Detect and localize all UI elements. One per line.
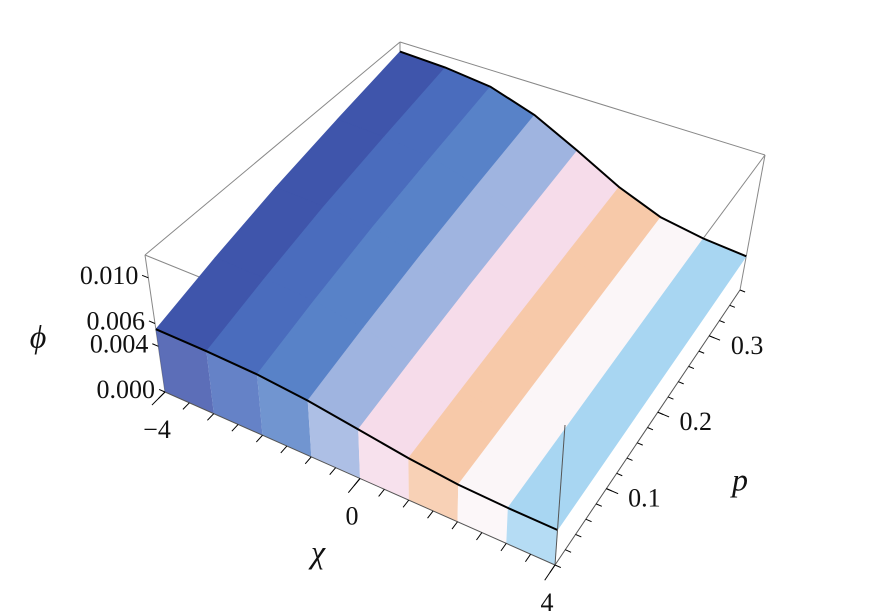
- x-minor-tick: [500, 543, 507, 552]
- x-minor-tick: [353, 478, 361, 486]
- x-minor-tick: [549, 564, 556, 573]
- surface-edge: [155, 328, 558, 531]
- surface-side: [257, 374, 312, 457]
- y-minor-tick: [698, 350, 705, 354]
- surface: [155, 50, 747, 565]
- surface-side: [457, 484, 508, 544]
- x-minor-tick: [158, 391, 166, 399]
- y-minor-tick: [575, 533, 582, 538]
- x-minor-tick: [378, 488, 385, 497]
- x-minor-tick: [182, 402, 190, 410]
- y-minor-tick: [729, 304, 736, 308]
- surface-side: [307, 400, 360, 479]
- x-minor-tick: [427, 510, 434, 519]
- y-minor-tick: [616, 472, 623, 477]
- z-tick: [158, 388, 166, 393]
- y-minor-tick: [688, 365, 695, 370]
- y-minor-tick: [708, 335, 715, 339]
- z-tick: [148, 320, 156, 324]
- box-edge: [144, 41, 401, 256]
- y-minor-tick: [647, 427, 654, 431]
- x-tick-label: −4: [143, 415, 171, 444]
- y-minor-tick: [667, 396, 674, 400]
- z-axis-label: ϕ: [30, 318, 47, 354]
- y-minor-tick: [626, 457, 633, 461]
- x-minor-tick: [280, 445, 288, 454]
- y-minor-tick: [678, 381, 684, 385]
- x-minor-tick: [304, 456, 312, 465]
- x-axis-label: χ: [308, 533, 326, 569]
- y-minor-tick: [719, 320, 725, 324]
- y-minor-tick: [606, 488, 613, 492]
- box-edge: [554, 424, 566, 566]
- y-minor-tick: [565, 549, 572, 553]
- y-minor-tick: [637, 442, 643, 446]
- y-minor-tick: [739, 289, 746, 293]
- x-tick-label: 4: [541, 588, 554, 611]
- x-minor-tick: [476, 532, 483, 541]
- surface-side: [155, 329, 214, 414]
- x-minor-tick: [451, 521, 458, 530]
- surface-side: [506, 507, 558, 565]
- y-minor-tick: [657, 411, 664, 415]
- y-axis-label: p: [730, 461, 748, 497]
- box-edge: [739, 154, 766, 291]
- x-tick-label: 0: [346, 501, 359, 530]
- y-minor-tick: [585, 518, 592, 523]
- surface-side: [408, 458, 459, 522]
- y-tick-label: 0.1: [628, 484, 661, 513]
- y-tick-label: 0.3: [731, 331, 764, 360]
- x-minor-tick: [231, 424, 239, 432]
- z-tick-label: 0.006: [87, 306, 146, 335]
- y-minor-tick: [554, 564, 562, 569]
- x-minor-tick: [329, 467, 337, 476]
- surface-side: [358, 429, 409, 501]
- surface-side: [206, 351, 263, 436]
- y-tick-label: 0.2: [680, 407, 713, 436]
- z-tick: [152, 343, 159, 347]
- z-tick-label: 0.000: [97, 375, 156, 404]
- z-tick-label: 0.004: [90, 329, 149, 358]
- surface-edge: [399, 50, 747, 258]
- z-tick: [141, 274, 149, 279]
- x-minor-tick: [207, 413, 215, 421]
- y-minor-tick: [595, 503, 602, 507]
- z-tick-label: 0.010: [80, 261, 139, 290]
- x-minor-tick: [524, 553, 532, 563]
- x-minor-tick: [255, 434, 263, 443]
- x-minor-tick: [402, 499, 410, 508]
- box-edge: [399, 41, 766, 156]
